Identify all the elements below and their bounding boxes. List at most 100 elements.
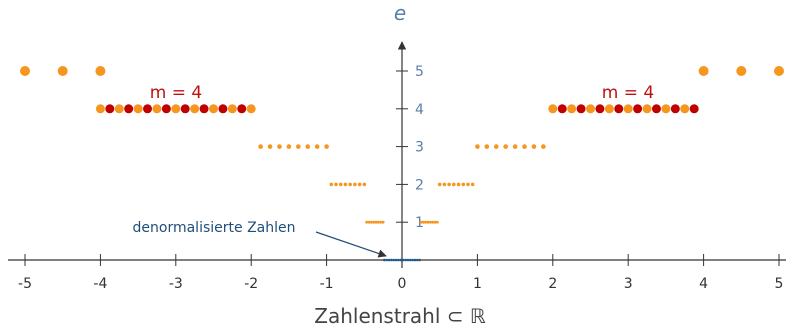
data-point [296, 144, 301, 149]
data-point [314, 144, 320, 149]
data-point [774, 66, 784, 76]
data-point [614, 104, 624, 114]
e-ticks: 1 2 3 4 5 [396, 64, 424, 231]
data-point [586, 104, 595, 114]
data-point [401, 258, 405, 262]
data-point [133, 104, 143, 114]
data-point [557, 104, 567, 114]
data-point [431, 220, 435, 224]
data-point [531, 144, 537, 149]
data-point [595, 104, 605, 114]
denormal-label: denormalisierte Zahlen [133, 220, 296, 236]
data-point [105, 104, 115, 114]
data-point [541, 144, 546, 149]
data-point [633, 104, 643, 114]
data-point [456, 182, 461, 187]
data-point [57, 66, 68, 76]
data-point [493, 144, 499, 149]
data-point [404, 258, 407, 262]
data-point [567, 104, 577, 114]
data-point [383, 258, 386, 262]
data-point [161, 104, 171, 114]
data-point [372, 220, 376, 224]
data-point [437, 182, 442, 187]
data-point [286, 144, 292, 149]
x-ticks: -5 -4 -3 -2 -1 0 1 2 3 4 5 [18, 254, 783, 292]
data-point [399, 258, 403, 262]
denormal-pointer [315, 231, 387, 258]
e-tick-label: 1 [415, 215, 424, 231]
data-point [180, 104, 190, 114]
x-tick-label: 5 [775, 276, 784, 292]
e-tick-label: 3 [415, 140, 424, 156]
axes [8, 41, 786, 268]
data-point [418, 258, 421, 262]
data-point [237, 104, 247, 114]
data-point [452, 182, 456, 187]
data-point [324, 144, 329, 149]
x-tick-label: -5 [18, 276, 32, 292]
x-tick-label: 1 [473, 276, 482, 292]
data-point [367, 220, 371, 224]
data-point [329, 182, 334, 187]
data-point [369, 220, 373, 224]
x-axis-title: Zahlenstrahl ⊂ ℝ [314, 304, 486, 328]
data-point [246, 104, 256, 114]
e-tick-label: 4 [415, 102, 424, 118]
x-tick-label: -2 [244, 276, 258, 292]
data-point [576, 104, 586, 114]
data-point [385, 258, 388, 262]
x-tick-label: 0 [398, 276, 407, 292]
data-point [227, 104, 237, 114]
e-tick-label: 5 [415, 64, 424, 80]
data-point [642, 104, 652, 114]
data-point [267, 144, 273, 149]
data-point [433, 220, 437, 224]
data-point [209, 104, 218, 114]
data-point [353, 182, 357, 187]
data-point [421, 220, 425, 224]
data-point [114, 104, 124, 114]
data-point [348, 182, 352, 187]
x-tick-label: -3 [169, 276, 183, 292]
data-point [408, 258, 412, 262]
data-point [484, 144, 490, 149]
m-label-left: m = 4 [150, 83, 202, 103]
data-point [413, 258, 417, 262]
data-point [357, 182, 362, 187]
data-point [305, 144, 311, 149]
data-point [334, 182, 338, 187]
data-point [199, 104, 209, 114]
data-point [623, 104, 633, 114]
data-point [190, 104, 200, 114]
data-point [171, 104, 181, 114]
data-point [651, 104, 661, 114]
data-point [392, 258, 396, 262]
data-point [394, 258, 398, 262]
x-tick-label: 3 [624, 276, 633, 292]
data-point [522, 144, 527, 149]
e-axis-title: e [394, 1, 406, 25]
data-point [419, 220, 423, 224]
data-point [416, 258, 419, 262]
data-point [548, 104, 558, 114]
data-point [428, 220, 432, 224]
x-tick-label: -4 [93, 276, 107, 292]
data-point [470, 182, 475, 187]
data-point [95, 66, 106, 76]
data-points [20, 66, 784, 262]
data-point [447, 182, 451, 187]
data-point [95, 104, 105, 114]
data-point [661, 104, 671, 114]
data-point [466, 182, 470, 187]
data-point [277, 144, 282, 149]
data-point [397, 258, 400, 262]
data-point [512, 144, 518, 149]
data-point [670, 104, 680, 114]
data-point [362, 182, 367, 187]
data-point [20, 66, 30, 76]
data-point [680, 104, 690, 114]
data-point [411, 258, 414, 262]
data-point [698, 66, 709, 76]
